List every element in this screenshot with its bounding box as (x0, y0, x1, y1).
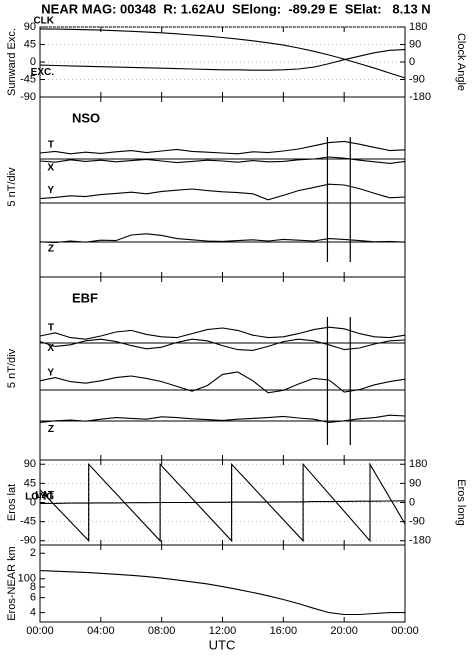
title: NEAR MAG: 00348 R: 1.62AU SElong: -89.29… (41, 1, 430, 16)
y2-tick-label: 0 (409, 496, 415, 508)
series-label: EXC. (31, 67, 55, 78)
x-tick-label: 00:00 (391, 625, 419, 637)
trace (39, 233, 406, 244)
y-tick-label: 90 (24, 458, 36, 470)
y-tick-label: 2 (30, 547, 36, 559)
series-label: Y (47, 367, 54, 378)
y-tick-label: -45 (20, 516, 36, 528)
y2-tick-label: 180 (409, 458, 427, 470)
x-tick-label: 00:00 (26, 625, 54, 637)
y-tick-label: 45 (24, 477, 36, 489)
trace (39, 140, 406, 155)
series-label: LAT (35, 490, 54, 501)
y2-tick-label: -90 (409, 516, 425, 528)
x-tick-label: 16:00 (270, 625, 298, 637)
series-label: X (47, 163, 54, 174)
trace (39, 371, 406, 394)
panel-label: NSO (72, 110, 100, 125)
series-label: X (47, 343, 54, 354)
trace (39, 28, 406, 79)
y-axis-label: Eros-NEAR km (6, 546, 18, 621)
x-axis-label: UTC (209, 637, 236, 652)
trace (39, 462, 406, 543)
panel-frame (39, 544, 406, 623)
series-label: Z (48, 243, 54, 254)
y2-tick-label: 0 (409, 56, 415, 68)
x-tick-label: 08:00 (148, 625, 176, 637)
y2-tick-label: 180 (409, 21, 427, 33)
trace (39, 414, 406, 423)
x-tick-label: 04:00 (87, 625, 115, 637)
y2-tick-label: 90 (409, 477, 421, 489)
y2-tick-label: -90 (409, 73, 425, 85)
trace (39, 338, 406, 351)
trace (39, 156, 406, 164)
y2-tick-label: -180 (409, 535, 431, 547)
y2-tick-label: 90 (409, 38, 421, 50)
y-axis-label: 5 nT/div (6, 348, 18, 388)
y2-tick-label: -180 (409, 91, 431, 103)
y-tick-label: 0 (30, 496, 36, 508)
y-tick-label: 100 (18, 573, 36, 585)
trace (39, 183, 406, 201)
y-tick-label: 8 (30, 581, 36, 593)
series-label: T (48, 140, 54, 151)
series-label: CLK (33, 16, 54, 27)
y-axis-label: Sunward Exc. (6, 28, 18, 96)
trace (39, 570, 405, 616)
y-axis-label: 5 nT/div (6, 167, 18, 207)
trace (39, 326, 406, 340)
y-tick-label: -90 (20, 535, 36, 547)
y-tick-label: 90 (24, 21, 36, 33)
y-tick-label: 0 (30, 56, 36, 68)
x-tick-label: 20:00 (330, 625, 358, 637)
y-tick-label: 45 (24, 38, 36, 50)
series-label: Z (48, 424, 54, 435)
y2-axis-label: Eros long (455, 479, 467, 525)
y-tick-label: 4 (30, 607, 36, 619)
y-tick-label: -90 (20, 91, 36, 103)
series-label: Y (47, 185, 54, 196)
y-tick-label: 6 (30, 592, 36, 604)
series-label: T (48, 323, 54, 334)
trace (40, 500, 406, 504)
y-axis-label: Eros lat (6, 484, 18, 521)
series-label: LONG (25, 491, 54, 502)
y-tick-label: -45 (20, 73, 36, 85)
x-tick-label: 12:00 (209, 625, 237, 637)
y2-axis-label: Clock Angle (455, 33, 467, 91)
trace (39, 49, 406, 71)
panel-label: EBF (72, 290, 98, 305)
